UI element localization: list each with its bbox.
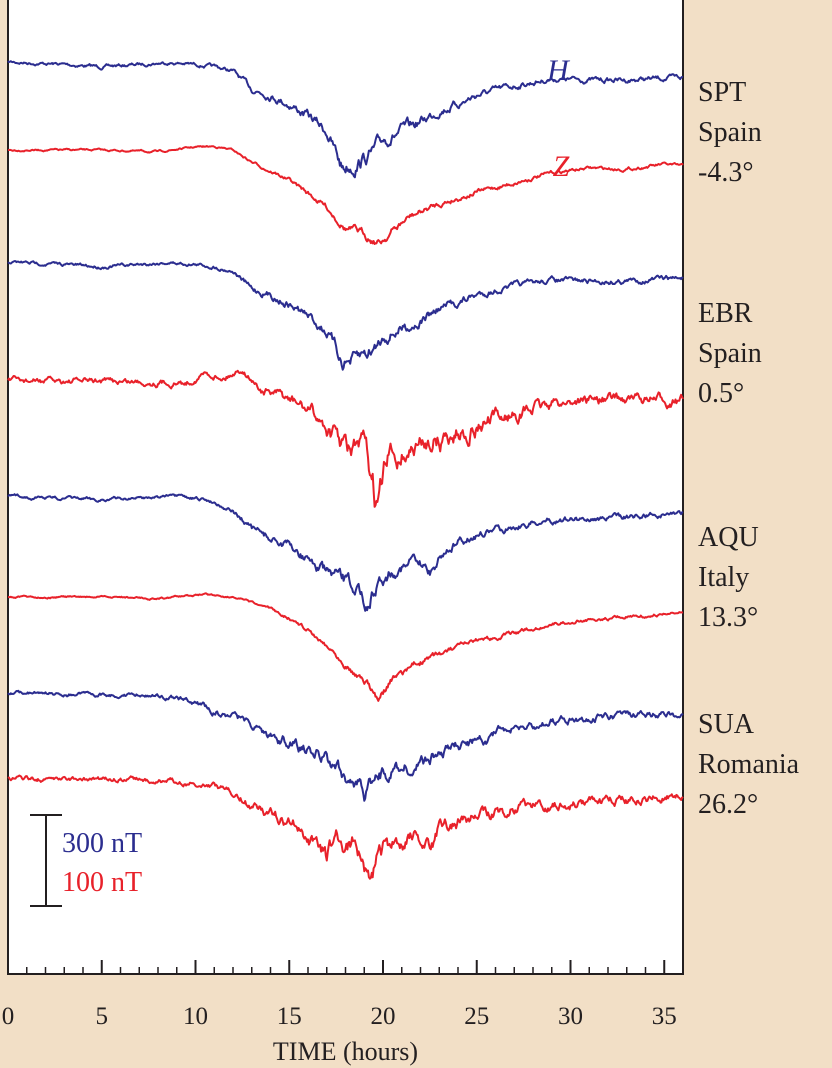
x-tick-label: 0	[2, 1003, 15, 1030]
x-tick-label: 15	[277, 1003, 302, 1030]
x-axis-title: TIME (hours)	[273, 1037, 418, 1066]
x-tick-label: 30	[558, 1003, 583, 1030]
scale-h-label: 300 nT	[62, 828, 142, 859]
station-country: Romania	[698, 749, 800, 780]
station-country: Spain	[698, 338, 762, 369]
station-label-spt: SPT Spain -4.3°	[698, 73, 762, 193]
station-country: Italy	[698, 562, 750, 593]
x-tick-label: 35	[652, 1003, 677, 1030]
plot-area	[7, 0, 684, 975]
trace-ebr-h	[7, 260, 684, 371]
station-latitude: 13.3°	[698, 602, 759, 633]
station-code: EBR	[698, 298, 753, 329]
trace-aqu-h	[7, 493, 684, 612]
x-tick-label: 10	[183, 1003, 208, 1030]
station-code: SPT	[698, 77, 747, 108]
station-latitude: -4.3°	[698, 157, 754, 188]
station-code: AQU	[698, 522, 759, 553]
trace-sua-h	[7, 689, 684, 802]
x-axis: 0 5 10 15 20 25 30 35	[2, 960, 677, 1030]
x-tick-label: 5	[96, 1003, 109, 1030]
station-label-sua: SUA Romania 26.2°	[698, 705, 799, 825]
trace-aqu-z	[7, 592, 684, 702]
traces-layer	[7, 60, 684, 880]
trace-spt-z	[7, 145, 684, 245]
z-component-label: Z	[553, 150, 570, 183]
station-code: SUA	[698, 709, 755, 740]
scale-bar: 300 nT 100 nT	[30, 814, 142, 907]
station-latitude: 0.5°	[698, 378, 745, 409]
station-label-aqu: AQU Italy 13.3°	[698, 518, 759, 638]
scale-z-label: 100 nT	[62, 867, 142, 898]
h-component-label: H	[546, 54, 571, 87]
x-tick-label: 25	[464, 1003, 489, 1030]
trace-sua-z	[7, 774, 684, 880]
trace-spt-h	[7, 60, 684, 179]
trace-ebr-z	[7, 369, 684, 508]
station-latitude: 26.2°	[698, 789, 759, 820]
station-country: Spain	[698, 117, 762, 148]
station-label-ebr: EBR Spain 0.5°	[698, 294, 762, 414]
x-tick-label: 20	[371, 1003, 396, 1030]
